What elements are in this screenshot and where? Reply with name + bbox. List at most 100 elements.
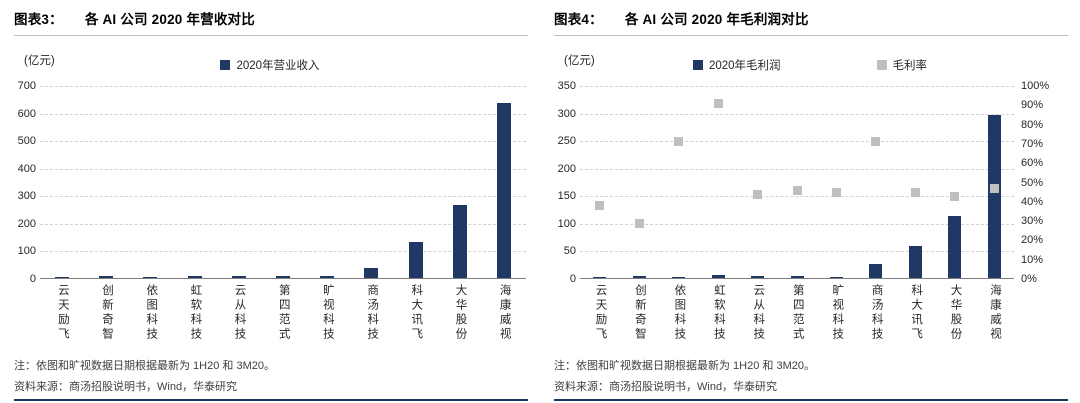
- scatter-marker: [713, 98, 723, 108]
- plot-area: [580, 86, 1014, 279]
- chart3-note: 注：依图和旷视数据日期根据最新为 1H20 和 3M20。: [14, 360, 275, 372]
- y-axis-tick-label: 150: [557, 190, 576, 203]
- y-axis-tick-label: 50%: [1021, 176, 1044, 189]
- scatter-marker: [871, 137, 881, 147]
- y-axis-tick-label: 40%: [1021, 195, 1044, 208]
- scatter-marker: [595, 201, 605, 211]
- x-axis-category-label: 云从科技: [217, 284, 261, 353]
- bar: [948, 215, 962, 278]
- x-axis-category-text: 科大讯飞: [410, 284, 423, 342]
- legend-swatch: [692, 60, 703, 70]
- gridline: [580, 223, 1014, 225]
- scatter-marker: [634, 218, 644, 228]
- x-axis-category-text: 云从科技: [752, 284, 765, 342]
- x-axis-category-label: 创新奇智: [619, 284, 658, 353]
- bar: [320, 276, 335, 278]
- x-axis-category-label: 海康威视: [975, 284, 1014, 353]
- bar: [408, 242, 423, 278]
- y-axis-tick-label: 300: [557, 107, 576, 120]
- x-axis-category-text: 云从科技: [233, 284, 246, 342]
- gridline: [580, 196, 1014, 198]
- x-axis-category-text: 第四范式: [791, 284, 804, 342]
- bar: [276, 275, 290, 278]
- y-axis-tick-label: 0: [29, 273, 36, 285]
- legend-item: 2020年营业收入: [220, 57, 320, 73]
- gridline: [40, 141, 526, 143]
- bar: [364, 268, 379, 278]
- gridline: [40, 86, 526, 87]
- x-axis-category-text: 大华股份: [949, 284, 962, 342]
- y-axis-tick-label: 200: [557, 162, 576, 175]
- y-axis-left: 0 100 200 300 400 500 600 700: [2, 80, 36, 285]
- legend-label: 2020年毛利润: [708, 60, 781, 72]
- x-axis-category-label: 虹软科技: [173, 284, 217, 353]
- bar: [790, 275, 804, 278]
- gridline: [580, 141, 1014, 143]
- scatter-marker: [950, 191, 960, 201]
- legend-item: 2020年毛利润: [692, 57, 781, 73]
- y-axis-right: 0% 10% 20% 30% 40% 50% 60% 70% 80% 90% 100%: [1021, 80, 1071, 285]
- x-axis-category-label: 大华股份: [438, 284, 482, 353]
- scatter-marker: [792, 185, 802, 195]
- x-axis-category-text: 云天励飞: [594, 284, 607, 342]
- x-axis-category-text: 旷视科技: [831, 284, 844, 342]
- bar: [452, 204, 467, 278]
- y-axis-tick-label: 50: [563, 245, 576, 258]
- bar: [908, 246, 922, 278]
- y-axis-tick-label: 0: [569, 273, 576, 285]
- y-axis-unit-label: (亿元): [24, 55, 55, 67]
- bar: [55, 276, 70, 278]
- bar: [231, 275, 246, 278]
- bar: [99, 275, 114, 278]
- y-axis-tick-label: 200: [17, 217, 36, 230]
- x-axis-category-text: 创新奇智: [633, 284, 646, 342]
- y-axis-tick-label: 250: [557, 135, 576, 148]
- legend-swatch: [876, 60, 887, 70]
- x-axis-category-text: 云天励飞: [56, 284, 69, 342]
- y-axis-tick-label: 600: [17, 107, 36, 120]
- x-axis-category-label: 第四范式: [777, 284, 816, 353]
- bar: [593, 276, 607, 278]
- panel-bottom-rule: [554, 399, 1068, 401]
- plot-area: [40, 86, 526, 279]
- bar: [632, 276, 646, 278]
- bar: [496, 102, 511, 278]
- x-axis-category-label: 第四范式: [261, 284, 305, 353]
- chart3-title: 图表3： 各 AI 公司 2020 年营收对比: [14, 8, 528, 36]
- x-axis-category-label: 大华股份: [935, 284, 974, 353]
- x-axis-category-text: 虹软科技: [712, 284, 725, 342]
- x-axis-category-text: 海康威视: [498, 284, 511, 342]
- chart3-title-text: 各 AI 公司 2020 年营收对比: [84, 12, 255, 27]
- gridline: [40, 196, 526, 198]
- chart4-source: 资料来源：商汤招股说明书，Wind，华泰研究: [554, 381, 778, 393]
- gridline: [580, 86, 1014, 87]
- x-axis-category-label: 科大讯飞: [896, 284, 935, 353]
- x-axis-category-text: 依图科技: [145, 284, 158, 342]
- gridline: [580, 168, 1014, 170]
- bar: [187, 276, 202, 278]
- bar: [869, 264, 883, 278]
- y-axis-tick-label: 80%: [1021, 118, 1044, 131]
- y-axis-tick-label: 30%: [1021, 215, 1044, 228]
- x-axis-category-label: 旷视科技: [305, 284, 349, 353]
- y-axis-tick-label: 500: [17, 135, 36, 148]
- scatter-marker: [831, 187, 841, 197]
- x-axis-category-text: 海康威视: [989, 284, 1001, 342]
- x-axis-category-label: 商汤科技: [349, 284, 393, 353]
- y-axis-tick-label: 70%: [1021, 137, 1044, 150]
- x-axis-category-label: 虹软科技: [698, 284, 737, 353]
- gridline: [40, 168, 526, 170]
- legend-item: 毛利率: [876, 57, 927, 73]
- legend: 2020年营业收入: [40, 57, 500, 73]
- y-axis-tick-label: 60%: [1021, 157, 1044, 170]
- x-axis-category-text: 商汤科技: [366, 284, 379, 342]
- x-axis-category-label: 商汤科技: [856, 284, 895, 353]
- x-axis-category-label: 云从科技: [738, 284, 777, 353]
- x-axis-category-label: 科大讯飞: [393, 284, 437, 353]
- legend-swatch: [220, 60, 231, 70]
- x-axis-category-label: 海康威视: [482, 284, 526, 353]
- y-axis-left: 0 50 100 150 200 250 300 350: [542, 80, 576, 285]
- chart4-note: 注：依图和旷视数据日期根据最新为 1H20 和 3M20。: [554, 360, 815, 372]
- x-axis-category-text: 科大讯飞: [910, 284, 923, 342]
